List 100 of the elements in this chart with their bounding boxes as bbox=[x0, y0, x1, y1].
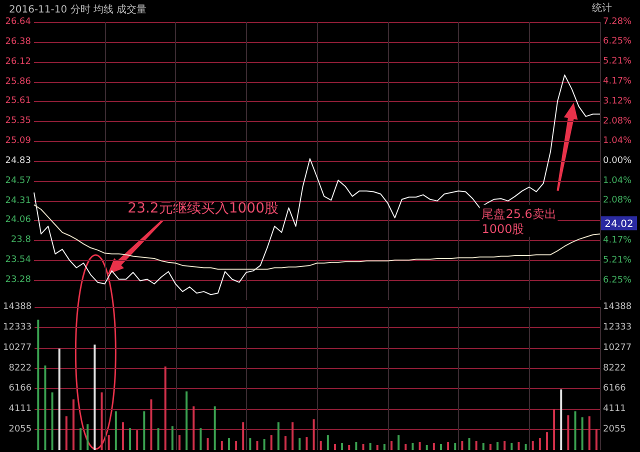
y-tick-label: 24.31 bbox=[5, 196, 31, 206]
bar bbox=[292, 422, 294, 450]
bar bbox=[454, 443, 456, 450]
y-tick-label: 25.35 bbox=[5, 116, 31, 126]
bar bbox=[263, 439, 266, 450]
bar bbox=[44, 366, 46, 450]
bar bbox=[94, 344, 96, 450]
y2-tick-label: 8222 bbox=[603, 363, 626, 374]
annotation: 尾盘25.6卖出1000股 bbox=[482, 206, 556, 236]
bar bbox=[369, 443, 372, 450]
y-tick-label: 10277 bbox=[2, 342, 32, 353]
bar bbox=[524, 444, 527, 450]
y2-tick-label: 12333 bbox=[603, 322, 632, 332]
y2-tick-label: 5.21% bbox=[603, 56, 632, 67]
bar bbox=[546, 432, 548, 450]
bar bbox=[482, 443, 484, 450]
y2-tick-label: 6.25% bbox=[603, 275, 632, 286]
y2-tick-label: 5.21% bbox=[603, 255, 632, 266]
y2-tick-label: 7.28% bbox=[603, 17, 632, 27]
bar bbox=[171, 426, 174, 450]
bar bbox=[157, 428, 160, 450]
line-series bbox=[34, 74, 600, 296]
bar bbox=[581, 417, 584, 450]
bar bbox=[80, 428, 82, 450]
bar bbox=[242, 422, 244, 450]
bar bbox=[164, 366, 166, 450]
bar bbox=[390, 441, 393, 450]
bar bbox=[277, 422, 280, 450]
bar bbox=[588, 416, 590, 450]
bar bbox=[143, 411, 146, 450]
bar bbox=[468, 438, 470, 450]
bar bbox=[426, 445, 428, 450]
text: 统计 bbox=[592, 2, 612, 14]
bar bbox=[206, 438, 209, 450]
line-series bbox=[34, 204, 600, 270]
y-tick-label: 25.09 bbox=[5, 136, 32, 146]
bar bbox=[129, 428, 132, 450]
text: 24.02 bbox=[604, 219, 634, 230]
y-tick-label: 25.86 bbox=[5, 76, 32, 87]
y2-tick-label: 4.17% bbox=[603, 76, 632, 86]
bar bbox=[249, 438, 252, 450]
y2-tick-label: 6.25% bbox=[603, 36, 632, 47]
bar bbox=[362, 444, 364, 450]
bar bbox=[235, 441, 238, 450]
bar bbox=[37, 320, 40, 450]
bar bbox=[567, 415, 570, 450]
y-tick-label: 24.57 bbox=[5, 176, 31, 186]
y-tick-label: 23.54 bbox=[5, 255, 32, 266]
bar bbox=[504, 441, 506, 450]
bar bbox=[440, 444, 442, 450]
y-tick-label: 23.28 bbox=[5, 275, 32, 286]
bar bbox=[376, 445, 378, 450]
bar bbox=[178, 435, 181, 450]
y-tick-label: 25.61 bbox=[5, 96, 31, 106]
y-tick-label: 12333 bbox=[2, 322, 32, 332]
bar bbox=[220, 441, 223, 450]
y2-tick-label: 2.08% bbox=[603, 196, 632, 206]
y2-tick-label: 10277 bbox=[603, 342, 632, 353]
bar bbox=[65, 416, 68, 450]
bar bbox=[348, 445, 350, 450]
y-tick-label: 23.8 bbox=[10, 235, 32, 246]
bar bbox=[200, 428, 202, 450]
bar bbox=[284, 436, 287, 450]
bar bbox=[404, 444, 407, 450]
bar bbox=[228, 438, 230, 450]
bar bbox=[320, 441, 322, 450]
y2-tick-label: 2055 bbox=[603, 424, 626, 435]
bar bbox=[214, 406, 216, 450]
bar bbox=[72, 399, 74, 450]
bar bbox=[312, 419, 315, 450]
bar bbox=[412, 443, 414, 450]
bar bbox=[186, 391, 188, 450]
y-tick-label: 8222 bbox=[8, 363, 32, 374]
bar bbox=[86, 424, 89, 450]
bar bbox=[532, 441, 534, 450]
y2-tick-label: 14388 bbox=[603, 302, 632, 312]
bar bbox=[496, 442, 499, 450]
y-tick-label: 26.64 bbox=[5, 17, 32, 27]
bar bbox=[475, 441, 478, 450]
bar bbox=[108, 435, 110, 450]
bar bbox=[100, 392, 103, 450]
bar bbox=[334, 444, 336, 450]
y2-tick-label: 1.04% bbox=[603, 176, 632, 186]
bar bbox=[461, 441, 464, 450]
y-tick-label: 2055 bbox=[8, 424, 32, 435]
bar bbox=[447, 442, 450, 450]
bar bbox=[432, 443, 435, 450]
bar bbox=[122, 422, 124, 450]
bar bbox=[489, 444, 492, 450]
bar bbox=[150, 399, 152, 450]
bar bbox=[306, 437, 308, 450]
bar bbox=[298, 438, 301, 450]
bar bbox=[560, 389, 562, 450]
y-tick-label: 6166 bbox=[8, 384, 32, 394]
y-tick-label: 24.83 bbox=[5, 156, 31, 166]
y-tick-label: 14388 bbox=[2, 302, 32, 312]
y-tick-label: 26.38 bbox=[5, 36, 32, 47]
y2-tick-label: 4111 bbox=[603, 404, 626, 414]
bar bbox=[270, 435, 272, 450]
bar bbox=[383, 444, 386, 450]
